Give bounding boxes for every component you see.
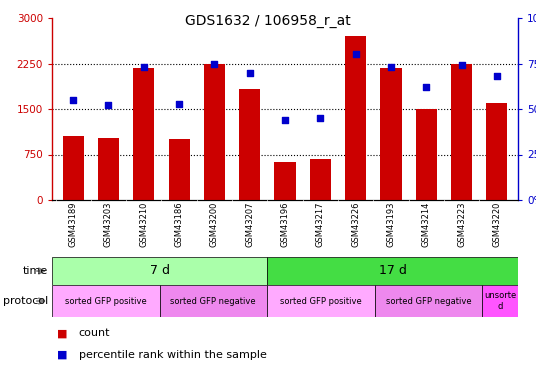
Text: GDS1632 / 106958_r_at: GDS1632 / 106958_r_at [185, 14, 351, 28]
Bar [52, 257, 267, 285]
Text: GSM43196: GSM43196 [280, 202, 289, 247]
Text: sorted GFP positive: sorted GFP positive [65, 297, 147, 306]
Text: unsorte
d: unsorte d [484, 291, 516, 311]
Text: 7 d: 7 d [150, 264, 169, 278]
Bar [482, 285, 518, 317]
Text: GSM43200: GSM43200 [210, 202, 219, 247]
Bar [267, 257, 518, 285]
Text: ■: ■ [57, 328, 68, 338]
Bar [345, 36, 366, 200]
Text: count: count [79, 328, 110, 338]
Text: GSM43207: GSM43207 [245, 202, 254, 247]
Text: time: time [23, 266, 48, 276]
Point [422, 84, 430, 90]
Text: GSM43223: GSM43223 [457, 202, 466, 247]
Text: GSM43220: GSM43220 [493, 202, 501, 247]
Bar [160, 285, 267, 317]
Point [493, 73, 501, 79]
Text: 17 d: 17 d [378, 264, 406, 278]
Bar [274, 162, 295, 200]
Text: sorted GFP positive: sorted GFP positive [280, 297, 362, 306]
Text: protocol: protocol [3, 296, 48, 306]
Bar [98, 138, 119, 200]
Point [175, 100, 183, 106]
Bar [375, 285, 482, 317]
Bar [451, 63, 472, 200]
Bar [52, 285, 160, 317]
Point [457, 62, 466, 68]
Bar [381, 68, 401, 200]
Bar [63, 136, 84, 200]
Point [281, 117, 289, 123]
Point [351, 51, 360, 57]
Text: percentile rank within the sample: percentile rank within the sample [79, 350, 267, 360]
Bar [239, 89, 260, 200]
Bar [168, 140, 190, 200]
Point [139, 64, 148, 70]
Point [69, 97, 78, 103]
Text: GSM43214: GSM43214 [422, 202, 431, 247]
Text: GSM43226: GSM43226 [351, 202, 360, 247]
Text: GSM43210: GSM43210 [139, 202, 148, 247]
Bar [133, 68, 154, 200]
Text: GSM43186: GSM43186 [175, 202, 184, 248]
Point [245, 70, 254, 76]
Bar [267, 285, 375, 317]
Text: GSM43189: GSM43189 [69, 202, 78, 247]
Text: sorted GFP negative: sorted GFP negative [170, 297, 256, 306]
Point [316, 115, 325, 121]
Point [386, 64, 395, 70]
Text: ■: ■ [57, 350, 68, 360]
Bar [310, 159, 331, 200]
Point [210, 60, 219, 66]
Text: GSM43203: GSM43203 [104, 202, 113, 247]
Text: sorted GFP negative: sorted GFP negative [385, 297, 471, 306]
Text: GSM43217: GSM43217 [316, 202, 325, 247]
Bar [486, 103, 508, 200]
Bar [204, 63, 225, 200]
Point [104, 102, 113, 108]
Text: GSM43193: GSM43193 [386, 202, 396, 247]
Bar [415, 109, 437, 200]
